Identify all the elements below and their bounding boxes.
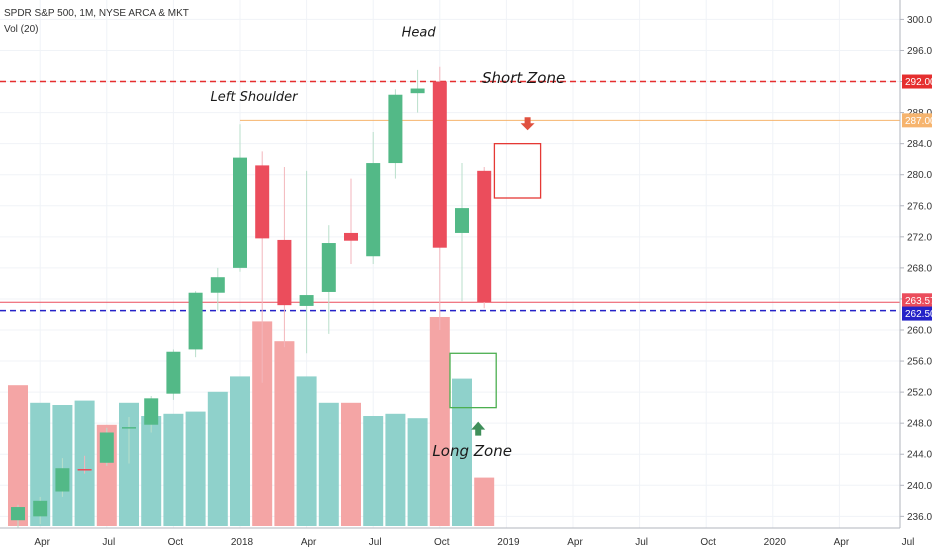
level-badge — [902, 113, 932, 128]
price-tick-label: 248.00 — [907, 419, 932, 430]
price-tick-label: 300.00 — [907, 15, 932, 26]
volume-bar — [407, 418, 428, 526]
volume-bar — [296, 376, 317, 526]
candle-body — [344, 232, 358, 241]
candle-body — [99, 432, 114, 463]
level-badge — [902, 293, 932, 308]
volume-bar — [452, 378, 472, 526]
time-tick-label: 2019 — [497, 537, 520, 548]
level-badge-label: 263.57 — [905, 296, 932, 307]
horizontal-levels — [0, 80, 900, 312]
candle-body — [77, 468, 92, 471]
time-axis: Apr Jul Oct 2018 Apr Jul Oct 2019 Apr Jul Oct 2020 A… — [0, 527, 915, 548]
price-axis: 236.00 240.00 244.00 248.00 252.00 256.00 260.… — [899, 0, 932, 528]
volume-bar — [318, 402, 339, 526]
volume-bar — [119, 402, 139, 526]
annotation-label: Head — [402, 25, 437, 40]
volume-bar — [252, 321, 273, 526]
candle-body — [299, 295, 314, 306]
level-badge — [902, 74, 932, 89]
time-tick-label: 2020 — [764, 537, 787, 548]
volume-bar — [230, 376, 250, 526]
candle-body — [11, 507, 25, 521]
candle-body — [233, 157, 247, 268]
price-tick-label: 260.00 — [907, 326, 932, 337]
candle-body — [166, 351, 181, 394]
chart-legend: SPDR S&P 500, 1M, NYSE ARCA & MKT Vol (2… — [4, 6, 189, 38]
long-arrow-icon — [471, 421, 486, 436]
level-badge-label: 287.00 — [905, 116, 932, 127]
time-tick-label: Oct — [700, 537, 716, 548]
price-tick-label: 244.00 — [907, 450, 932, 461]
price-tick-label: 252.00 — [907, 388, 932, 399]
indicator-label: Vol (20) — [4, 24, 39, 35]
time-tick-label: Apr — [567, 537, 583, 548]
price-tick-label: 236.00 — [907, 512, 932, 523]
price-tick-label: 240.00 — [907, 481, 932, 492]
volume-bar — [163, 413, 184, 526]
volume-bar — [141, 416, 162, 526]
time-tick-label: Apr — [34, 537, 50, 548]
annotation-label: Long Zone — [432, 442, 512, 460]
time-tick-label: Oct — [434, 537, 450, 548]
level-badge-label: 292.00 — [905, 77, 932, 88]
long-zone-box — [449, 352, 497, 409]
volume-bar — [341, 402, 361, 526]
volume-bar — [385, 413, 406, 526]
candle-body — [388, 94, 403, 164]
price-tick-label: 276.00 — [907, 201, 932, 212]
volume-bar — [474, 477, 495, 526]
candle-body — [410, 88, 425, 94]
candle-body — [455, 208, 469, 233]
short-zone-box — [493, 142, 542, 199]
candle-body — [33, 500, 48, 517]
time-tick-label: 2018 — [231, 537, 254, 548]
short-arrow-icon — [520, 117, 535, 131]
candlesticks — [11, 66, 492, 528]
candle-body — [321, 243, 336, 292]
volume-bar — [185, 411, 206, 526]
candle-body — [255, 165, 270, 239]
candle-body — [366, 163, 381, 257]
level-badge-label: 262.50 — [905, 309, 932, 320]
annotations: Left Shoulder Head Short Zone Long Zone — [211, 25, 566, 459]
time-tick-label: Oct — [168, 537, 184, 548]
candle-body — [55, 468, 70, 492]
volume-bars — [8, 317, 495, 526]
trade-zones — [449, 117, 542, 436]
time-tick-label: Jul — [635, 537, 648, 548]
price-tick-label: 268.00 — [907, 263, 932, 274]
volume-bar — [429, 317, 450, 526]
volume-bar — [363, 416, 384, 526]
candle-body — [188, 292, 203, 350]
volume-bar — [8, 385, 28, 526]
price-tick-label: 284.00 — [907, 139, 932, 150]
candle-body — [477, 170, 492, 303]
annotation-label: Short Zone — [482, 69, 565, 87]
candle-body — [210, 277, 225, 293]
volume-bar — [207, 391, 228, 526]
volume-bar — [30, 402, 51, 526]
time-tick-label: Apr — [834, 537, 850, 548]
candle-body — [144, 398, 159, 425]
price-tick-label: 296.00 — [907, 46, 932, 57]
time-tick-label: Apr — [301, 537, 317, 548]
level-badge — [902, 306, 932, 321]
annotation-label: Left Shoulder — [211, 90, 300, 105]
volume-bar — [274, 341, 295, 526]
price-tick-label: 280.00 — [907, 170, 932, 181]
price-tick-label: 256.00 — [907, 357, 932, 368]
symbol-title: SPDR S&P 500, 1M, NYSE ARCA & MKT — [4, 8, 189, 19]
time-tick-label: Jul — [369, 537, 382, 548]
candle-body — [277, 239, 292, 306]
time-tick-label: Jul — [102, 537, 115, 548]
candle-body — [432, 81, 447, 248]
time-tick-label: Jul — [902, 537, 915, 548]
price-tick-label: 272.00 — [907, 232, 932, 243]
candle-body — [122, 427, 136, 429]
